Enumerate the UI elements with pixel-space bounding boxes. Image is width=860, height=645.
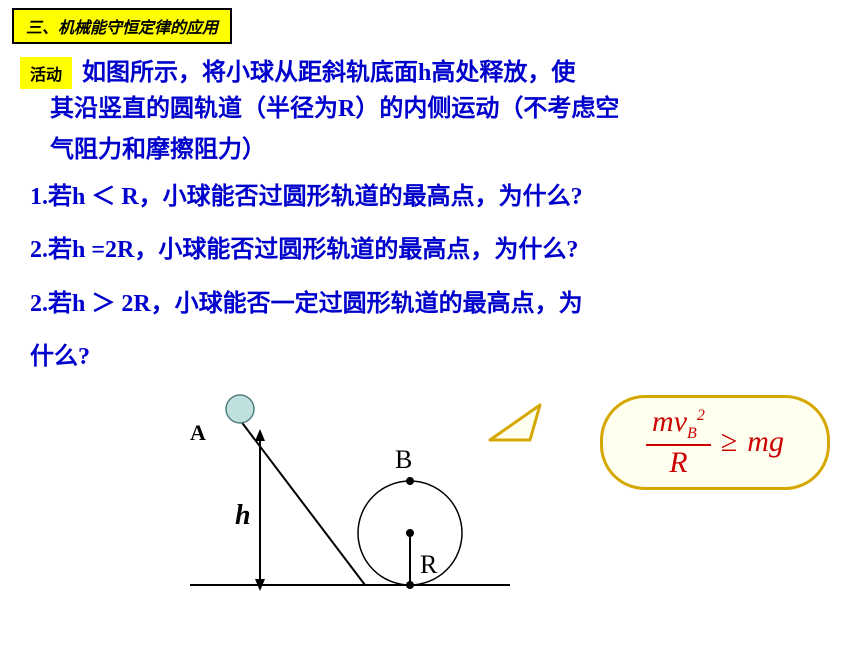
label-radius-r: R bbox=[420, 550, 437, 580]
formula-sup-2: 2 bbox=[697, 407, 705, 424]
formula-fraction: mvB2 R bbox=[646, 407, 711, 478]
formula-denom-r: R bbox=[669, 446, 687, 478]
question-1: 1.若h ＜ R，小球能否过圆形轨道的最高点，为什么? bbox=[0, 171, 860, 225]
formula-v: v bbox=[674, 405, 687, 438]
question-2: 2.若h =2R，小球能否过圆形轨道的最高点，为什么? bbox=[0, 224, 860, 278]
formula-expression: mvB2 R ≥ mg bbox=[646, 407, 784, 478]
activity-row: 活动 如图所示，将小球从距斜轨底面h高处释放，使 bbox=[0, 52, 860, 89]
formula-relation: ≥ bbox=[721, 425, 737, 459]
activity-badge: 活动 bbox=[20, 57, 72, 89]
formula-m1: m bbox=[652, 405, 674, 438]
problem-line2: 其沿竖直的圆轨道（半径为R）的内侧运动（不考虑空 bbox=[0, 89, 860, 130]
question-3a: 2.若h ＞ 2R，小球能否一定过圆形轨道的最高点，为 bbox=[0, 278, 860, 332]
label-point-a: A bbox=[190, 420, 206, 446]
section-title: 三、机械能守恒定律的应用 bbox=[12, 8, 232, 44]
formula-callout: mvB2 R ≥ mg bbox=[600, 395, 830, 490]
physics-diagram: A B R h mvB2 R ≥ mg bbox=[0, 385, 860, 635]
problem-line1: 如图所示，将小球从距斜轨底面h高处释放，使 bbox=[82, 52, 575, 87]
label-height-h: h bbox=[235, 500, 251, 532]
formula-sub-b: B bbox=[687, 425, 697, 442]
label-point-b: B bbox=[395, 445, 412, 475]
question-3b: 什么? bbox=[0, 331, 860, 385]
formula-m2: m bbox=[747, 425, 769, 458]
formula-g: g bbox=[769, 425, 784, 458]
problem-line3: 气阻力和摩擦阻力） bbox=[0, 130, 860, 171]
